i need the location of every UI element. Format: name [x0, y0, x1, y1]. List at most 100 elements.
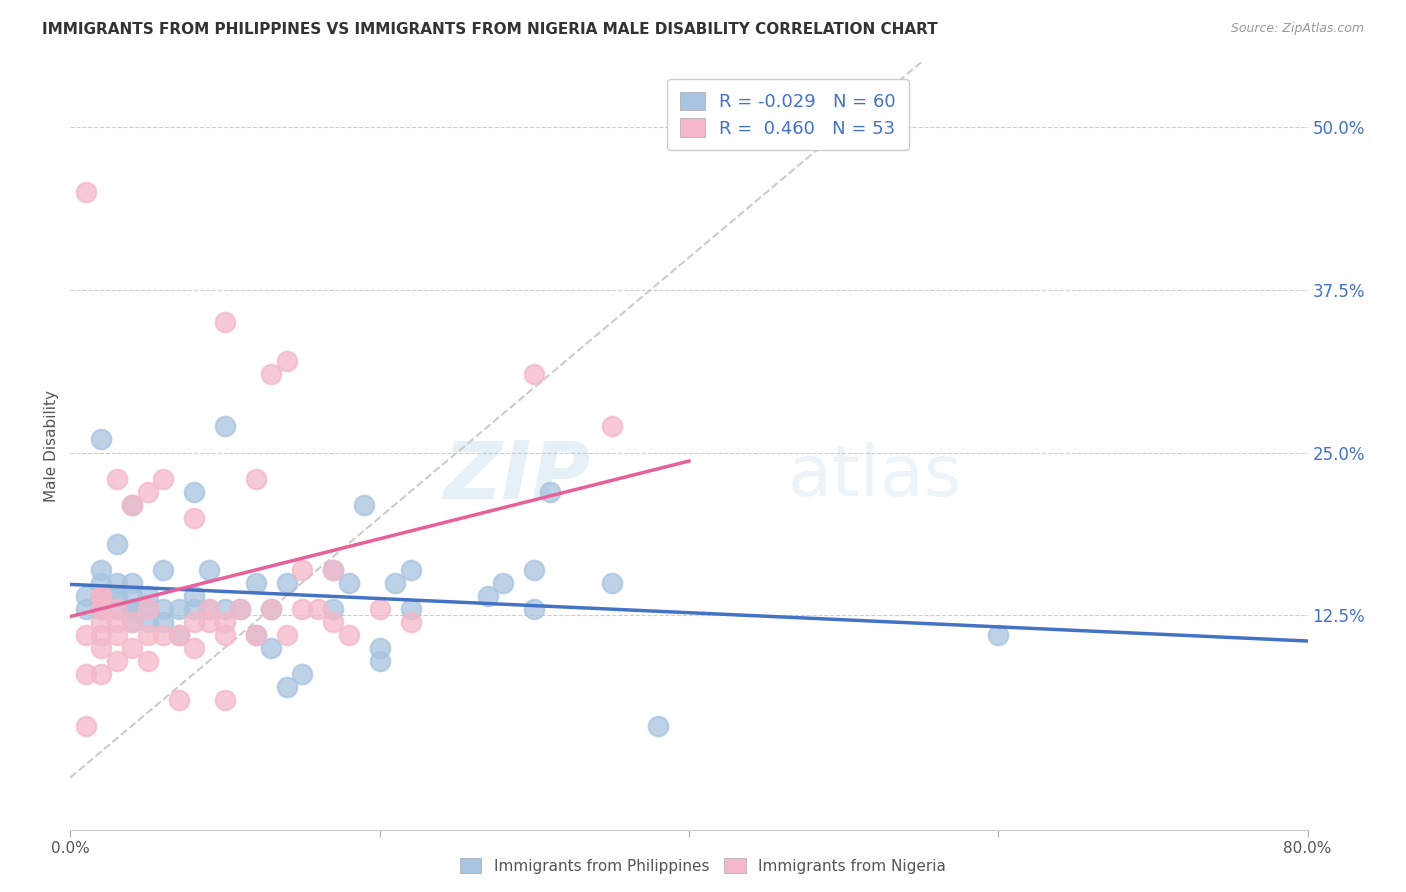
- Point: [368, 601, 391, 615]
- Point: [399, 615, 422, 629]
- Point: [198, 615, 221, 629]
- Point: [276, 627, 298, 641]
- Point: [90, 589, 112, 603]
- Point: [105, 589, 128, 603]
- Point: [260, 640, 283, 655]
- Point: [136, 484, 159, 499]
- Point: [276, 680, 298, 694]
- Point: [167, 692, 190, 706]
- Point: [75, 601, 97, 615]
- Point: [322, 601, 344, 615]
- Point: [307, 601, 329, 615]
- Point: [245, 627, 267, 641]
- Point: [600, 575, 623, 590]
- Point: [90, 589, 112, 603]
- Point: [105, 615, 128, 629]
- Point: [291, 666, 314, 681]
- Point: [523, 368, 546, 382]
- Point: [337, 627, 360, 641]
- Point: [214, 316, 236, 330]
- Point: [322, 562, 344, 576]
- Point: [538, 484, 561, 499]
- Y-axis label: Male Disability: Male Disability: [44, 390, 59, 502]
- Point: [198, 601, 221, 615]
- Point: [90, 601, 112, 615]
- Point: [167, 627, 190, 641]
- Point: [183, 589, 205, 603]
- Point: [75, 627, 97, 641]
- Text: atlas: atlas: [787, 442, 962, 511]
- Text: ZIP: ZIP: [443, 438, 591, 516]
- Point: [245, 575, 267, 590]
- Point: [90, 601, 112, 615]
- Legend: R = -0.029   N = 60, R =  0.460   N = 53: R = -0.029 N = 60, R = 0.460 N = 53: [666, 79, 908, 151]
- Point: [492, 575, 515, 590]
- Point: [136, 589, 159, 603]
- Point: [90, 627, 112, 641]
- Point: [322, 615, 344, 629]
- Point: [105, 575, 128, 590]
- Point: [260, 601, 283, 615]
- Point: [75, 589, 97, 603]
- Point: [152, 562, 174, 576]
- Point: [167, 601, 190, 615]
- Point: [245, 627, 267, 641]
- Point: [214, 615, 236, 629]
- Point: [90, 562, 112, 576]
- Point: [121, 601, 143, 615]
- Point: [121, 640, 143, 655]
- Point: [90, 589, 112, 603]
- Text: IMMIGRANTS FROM PHILIPPINES VS IMMIGRANTS FROM NIGERIA MALE DISABILITY CORRELATI: IMMIGRANTS FROM PHILIPPINES VS IMMIGRANT…: [42, 22, 938, 37]
- Point: [384, 575, 406, 590]
- Point: [260, 368, 283, 382]
- Point: [136, 601, 159, 615]
- Point: [214, 692, 236, 706]
- Point: [183, 601, 205, 615]
- Point: [136, 601, 159, 615]
- Legend: Immigrants from Philippines, Immigrants from Nigeria: Immigrants from Philippines, Immigrants …: [454, 852, 952, 880]
- Point: [183, 615, 205, 629]
- Point: [337, 575, 360, 590]
- Point: [229, 601, 252, 615]
- Point: [245, 471, 267, 485]
- Point: [183, 484, 205, 499]
- Point: [214, 419, 236, 434]
- Point: [353, 498, 375, 512]
- Point: [121, 615, 143, 629]
- Point: [322, 562, 344, 576]
- Point: [399, 562, 422, 576]
- Point: [121, 615, 143, 629]
- Point: [90, 640, 112, 655]
- Point: [105, 589, 128, 603]
- Point: [105, 627, 128, 641]
- Point: [523, 601, 546, 615]
- Point: [136, 654, 159, 668]
- Point: [105, 471, 128, 485]
- Point: [152, 601, 174, 615]
- Point: [121, 589, 143, 603]
- Point: [198, 601, 221, 615]
- Point: [167, 627, 190, 641]
- Point: [90, 601, 112, 615]
- Point: [600, 419, 623, 434]
- Point: [260, 601, 283, 615]
- Text: Source: ZipAtlas.com: Source: ZipAtlas.com: [1230, 22, 1364, 36]
- Point: [276, 354, 298, 368]
- Point: [75, 186, 97, 200]
- Point: [152, 615, 174, 629]
- Point: [121, 601, 143, 615]
- Point: [229, 601, 252, 615]
- Point: [477, 589, 499, 603]
- Point: [647, 718, 669, 732]
- Point: [90, 666, 112, 681]
- Point: [75, 718, 97, 732]
- Point: [291, 601, 314, 615]
- Point: [136, 615, 159, 629]
- Point: [121, 498, 143, 512]
- Point: [183, 510, 205, 524]
- Point: [183, 640, 205, 655]
- Point: [105, 536, 128, 550]
- Point: [368, 640, 391, 655]
- Point: [121, 498, 143, 512]
- Point: [987, 627, 1010, 641]
